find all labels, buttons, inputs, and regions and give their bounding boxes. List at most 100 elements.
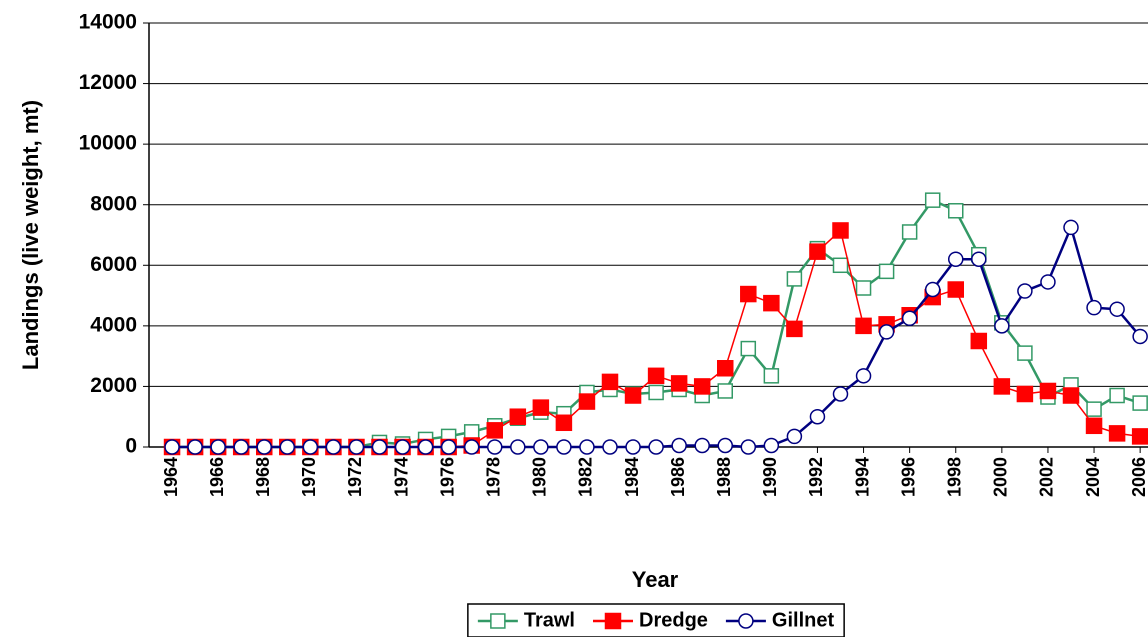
y-tick-label: 2000 (90, 374, 137, 397)
x-tick-label: 1988 (714, 457, 734, 497)
y-tick-label: 0 (125, 435, 137, 458)
marker (648, 384, 664, 401)
series (164, 219, 1148, 455)
marker (693, 378, 711, 395)
x-tick-label: 2006 (1129, 457, 1148, 497)
x-tick-label: 1984 (622, 457, 642, 497)
marker (325, 439, 342, 455)
marker (694, 437, 710, 454)
marker (901, 224, 918, 240)
marker (279, 439, 296, 455)
legend-box (467, 603, 845, 637)
x-tick-label: 1964 (161, 457, 181, 497)
marker (371, 439, 388, 455)
marker (164, 439, 180, 455)
marker (832, 386, 849, 402)
legend-label: Dredge (639, 609, 708, 631)
marker (1109, 387, 1125, 404)
marker (1108, 425, 1126, 442)
marker (924, 192, 941, 208)
y-axis-title: Landings (live weight, mt) (18, 100, 43, 370)
marker (625, 439, 641, 455)
x-tick-label: 1966 (207, 457, 227, 497)
legend-marker (738, 613, 754, 629)
marker (394, 439, 411, 455)
x-tick-label: 1982 (576, 457, 596, 497)
x-tick-label: 1974 (391, 457, 411, 497)
marker (647, 367, 665, 385)
marker (1040, 274, 1056, 290)
marker (486, 422, 503, 439)
x-tick-label: 2004 (1083, 457, 1103, 497)
marker (832, 222, 849, 239)
marker (256, 439, 272, 455)
legend-label: Gillnet (772, 609, 835, 631)
series-line (172, 223, 1142, 449)
marker (993, 378, 1011, 395)
marker (1132, 395, 1148, 411)
marker (579, 439, 595, 455)
marker (763, 368, 780, 384)
marker (671, 437, 687, 454)
marker (510, 439, 526, 455)
marker (740, 285, 757, 303)
series (163, 222, 1148, 456)
marker (717, 383, 733, 399)
marker (509, 408, 527, 425)
marker (440, 439, 457, 455)
marker (786, 271, 803, 287)
marker (348, 439, 365, 455)
x-tick-label: 1994 (852, 457, 872, 497)
x-tick-label: 1990 (760, 457, 780, 497)
marker (187, 439, 203, 455)
marker (901, 310, 918, 327)
marker (740, 340, 757, 357)
marker (809, 408, 826, 425)
marker (855, 368, 872, 384)
marker (1017, 283, 1033, 299)
marker (971, 251, 987, 267)
marker (878, 324, 895, 340)
marker (786, 428, 803, 445)
marker (970, 332, 988, 350)
legend: Trawl Dredge Gillnet (467, 603, 845, 637)
marker (855, 280, 872, 296)
x-tick-label: 1992 (806, 457, 826, 497)
y-tick-label: 6000 (90, 253, 137, 276)
marker (1063, 219, 1079, 236)
y-tick-label: 8000 (90, 192, 137, 215)
marker (924, 281, 941, 298)
marker (1086, 299, 1102, 316)
marker (302, 439, 319, 455)
marker (210, 439, 226, 455)
marker (855, 317, 872, 335)
marker (601, 373, 619, 391)
y-tick-label: 12000 (79, 71, 137, 94)
y-tick-label: 14000 (79, 11, 137, 34)
y-tick-label: 10000 (79, 132, 137, 155)
marker (487, 439, 503, 455)
marker (786, 320, 803, 338)
marker (740, 439, 757, 455)
x-tick-label: 2000 (991, 457, 1011, 497)
marker (1016, 385, 1034, 403)
x-tick-label: 1970 (299, 457, 319, 497)
marker (602, 439, 618, 455)
marker (233, 439, 249, 455)
y-tick-label: 4000 (90, 313, 137, 336)
series-line (172, 229, 1141, 448)
x-tick-label: 1980 (530, 457, 550, 497)
marker (948, 203, 964, 219)
x-tick-label: 1968 (253, 457, 273, 497)
x-tick-label: 1998 (945, 457, 965, 497)
marker (417, 439, 434, 455)
legend-marker (490, 613, 506, 629)
marker (994, 318, 1010, 334)
marker (532, 399, 550, 416)
marker (1131, 428, 1148, 445)
marker (763, 437, 780, 454)
marker (832, 257, 849, 274)
marker (947, 281, 964, 298)
marker (878, 263, 895, 280)
